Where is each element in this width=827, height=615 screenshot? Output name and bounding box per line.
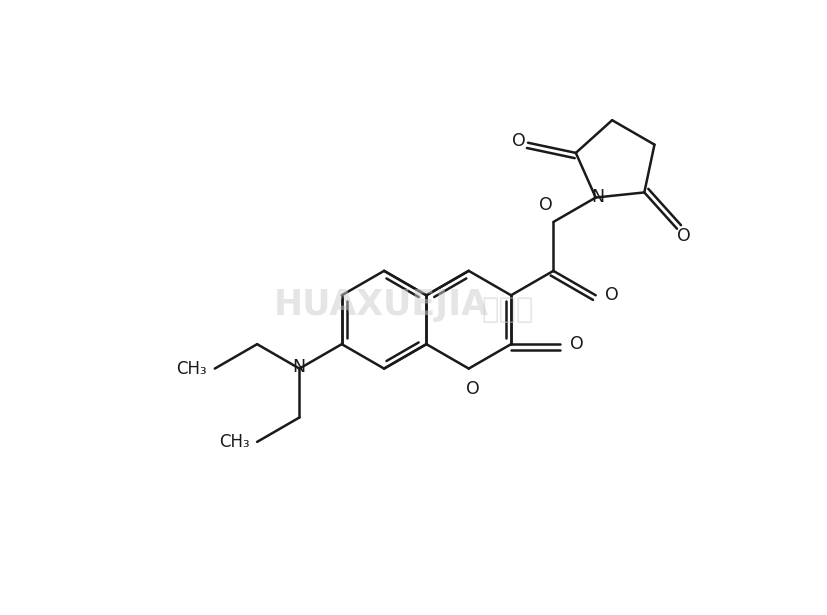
Text: O: O: [511, 132, 524, 149]
Text: O: O: [569, 335, 583, 353]
Text: N: N: [292, 358, 304, 376]
Text: 化学加: 化学加: [481, 296, 533, 324]
Text: HUAXUEJIA: HUAXUEJIA: [273, 288, 488, 322]
Text: CH₃: CH₃: [176, 360, 207, 378]
Text: O: O: [676, 227, 690, 245]
Text: O: O: [466, 380, 479, 399]
Text: N: N: [590, 188, 604, 205]
Text: CH₃: CH₃: [218, 433, 249, 451]
Text: O: O: [538, 196, 552, 214]
Text: O: O: [605, 286, 619, 304]
